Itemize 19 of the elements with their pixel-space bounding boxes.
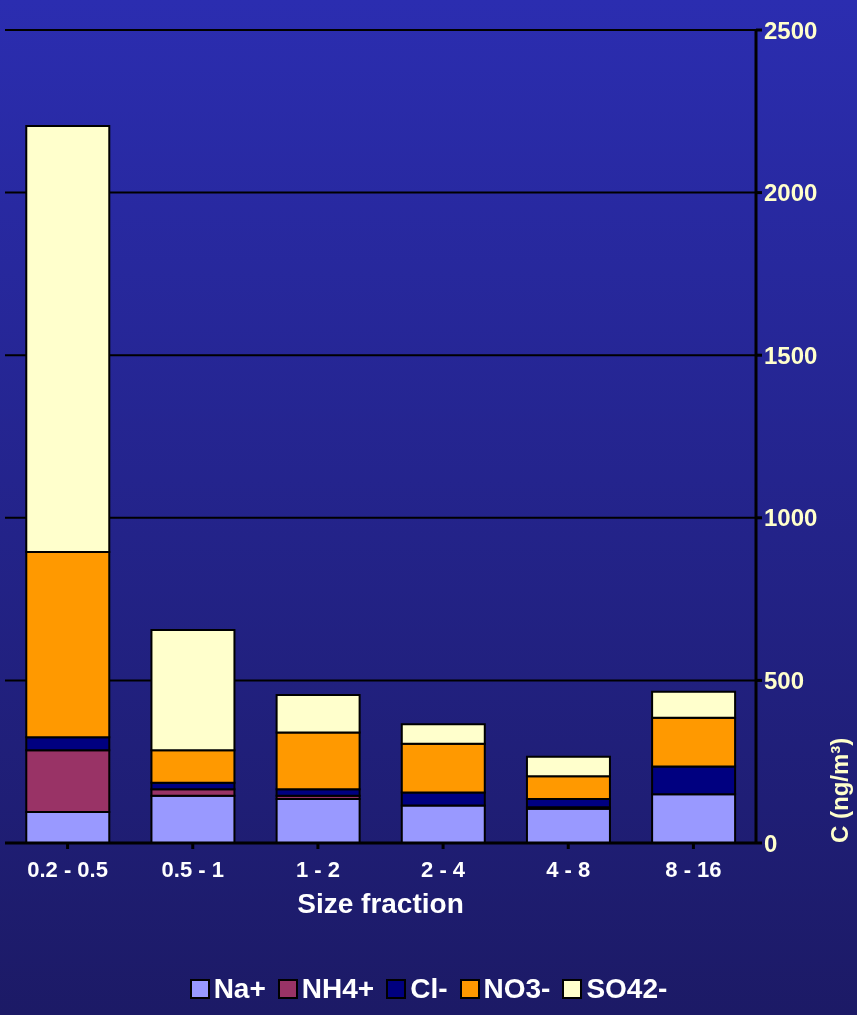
y-tick-label: 2500 <box>764 16 818 44</box>
y-axis-title: C (ng/m³) <box>826 737 853 843</box>
y-tick-label: 1500 <box>764 341 818 369</box>
x-tick-label: 0.2 - 0.5 <box>27 856 108 882</box>
legend-label: SO42- <box>586 973 668 1005</box>
legend-label: NO3- <box>483 973 551 1005</box>
x-tick-label: 8 - 16 <box>665 856 722 882</box>
y-tick-label: 1000 <box>764 504 818 532</box>
x-tick-label: 1 - 2 <box>295 856 340 882</box>
y-tick-label: 0 <box>764 829 778 857</box>
legend-label: Na+ <box>213 973 266 1005</box>
x-tick-label: 4 - 8 <box>546 856 591 882</box>
x-tick-label: 2 - 4 <box>421 856 466 882</box>
legend-label: NH4+ <box>301 973 375 1005</box>
x-axis-title: Size fraction <box>297 888 464 919</box>
y-tick-label: 2000 <box>764 179 818 207</box>
y-tick-label: 500 <box>764 666 805 694</box>
legend-label: Cl- <box>410 973 448 1005</box>
x-tick-label: 0.5 - 1 <box>161 856 224 882</box>
